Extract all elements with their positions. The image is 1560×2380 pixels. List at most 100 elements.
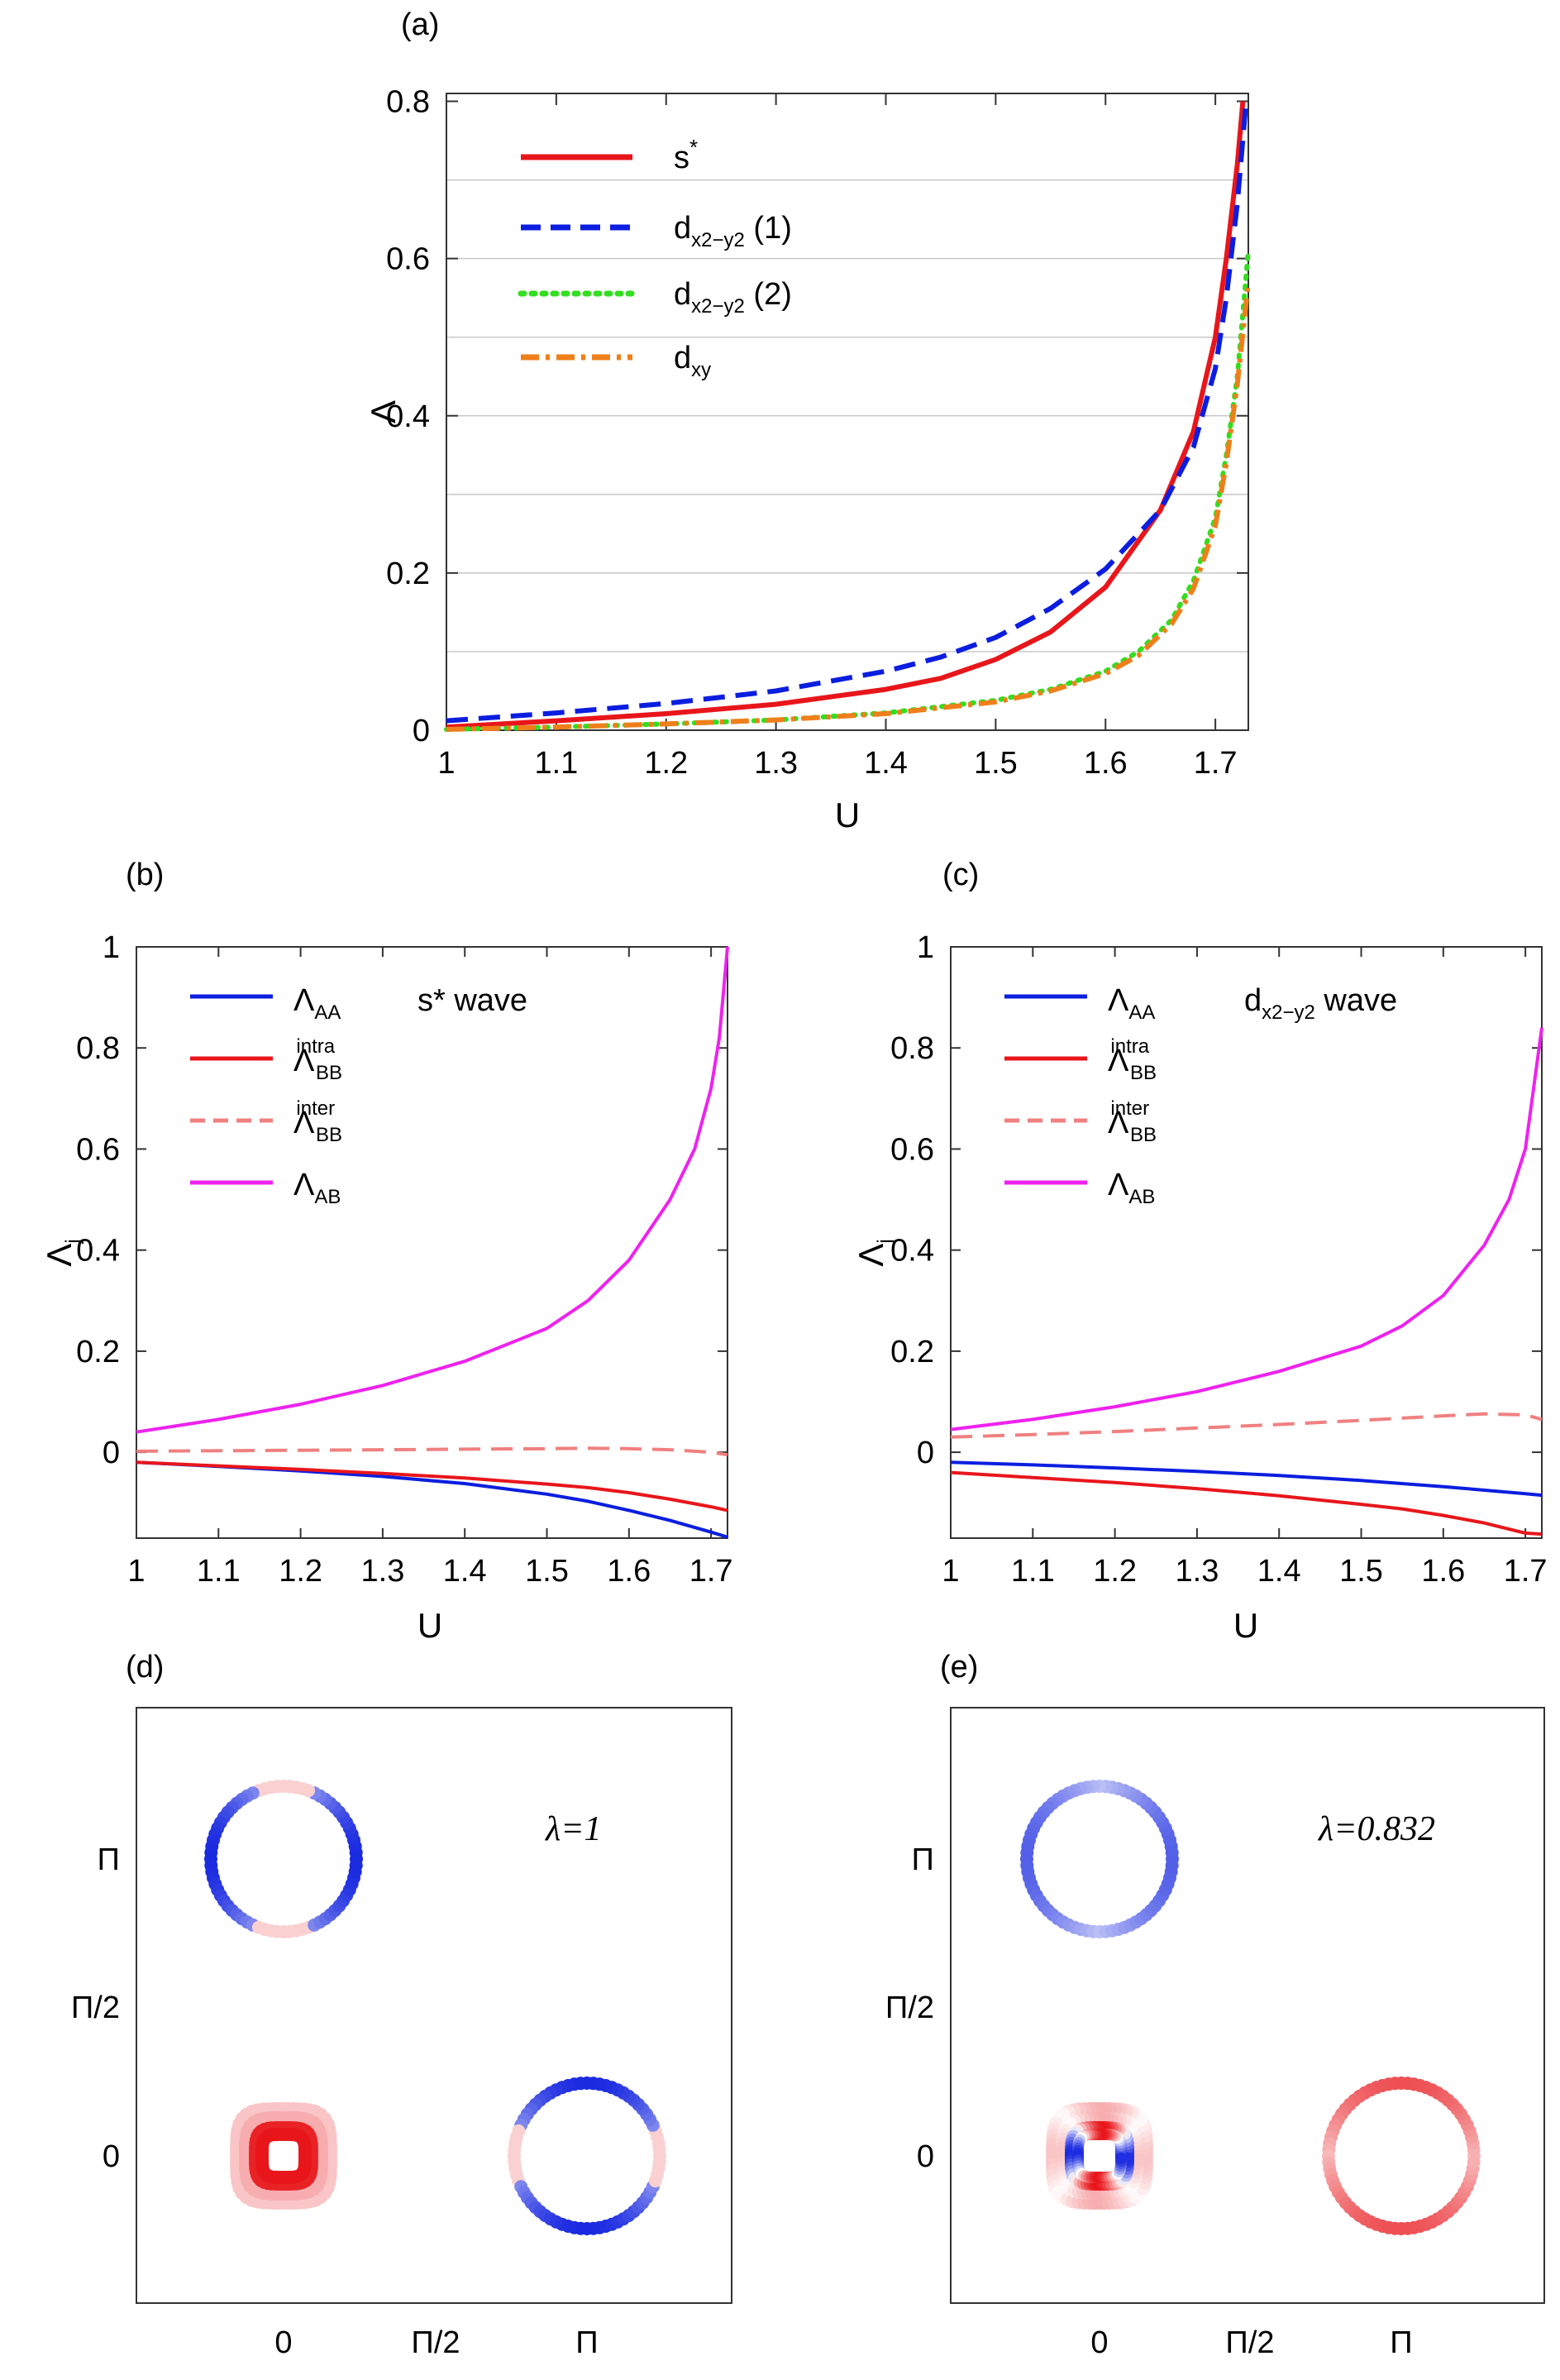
y-tick-label: Π — [912, 1842, 934, 1877]
legend-label-aa: ΛAA — [293, 983, 341, 1024]
series-line-c-0 — [950, 1460, 1543, 1498]
panel-a-grid — [446, 179, 1248, 652]
y-tick-label: Π — [98, 1842, 120, 1877]
panel-e-frame — [950, 1707, 1545, 2304]
legend-label-aa: ΛAA — [1108, 983, 1155, 1024]
x-tick-label: 1.6 — [1084, 746, 1128, 781]
x-tick-label: 1.6 — [1421, 1554, 1465, 1589]
x-tick-label: 1.5 — [974, 746, 1018, 781]
x-tick-label: 1 — [942, 1554, 959, 1589]
x-tick-label: 1 — [437, 746, 455, 781]
panel-b-lines — [136, 946, 729, 1539]
panel-c-frame — [950, 946, 1543, 1539]
y-tick-label: 0.8 — [386, 85, 430, 120]
y-tick-label: Π/2 — [71, 1991, 120, 2025]
panel-b-frame — [136, 946, 728, 1539]
x-tick-label: 1.4 — [864, 746, 908, 781]
x-tick-label: 1.6 — [607, 1554, 651, 1589]
series-line-a-0 — [446, 101, 1246, 730]
panel-e: (e) 0 Π/2 Π 0 Π/2 Π λ=0.832 — [885, 1650, 1545, 2360]
legend-sub-bb-intra: BB — [1130, 1062, 1157, 1084]
y-tick-label: 0 — [917, 2139, 934, 2174]
legend-label-bb-intra: Λintra — [293, 1035, 336, 1078]
legend-label-bb-intra: Λintra — [1108, 1035, 1150, 1078]
legend-label-bb-inter: Λinter — [293, 1097, 335, 1140]
y-tick-label: 0.2 — [890, 1335, 934, 1369]
x-tick-label: 1.2 — [1093, 1554, 1137, 1589]
panel-d-label: (d) — [126, 1650, 164, 1685]
fermi-point — [349, 1858, 363, 1872]
y-tick-label: 0.4 — [890, 1234, 934, 1269]
panel-d-annotation: λ=1 — [544, 1810, 602, 1848]
x-tick-label: 1.3 — [361, 1554, 405, 1589]
panel-c-lines — [950, 1027, 1543, 1536]
x-tick-label: Π/2 — [1225, 2325, 1274, 2360]
legend-label-dx2y2-1: dx2−y2 (1) — [674, 211, 792, 251]
y-tick-label: 0 — [103, 1436, 120, 1470]
y-tick-label: 0 — [103, 2139, 120, 2174]
y-tick-label: 0.6 — [76, 1132, 120, 1167]
fermi-point — [298, 2151, 312, 2165]
panel-e-annotation: λ=0.832 — [1317, 1810, 1435, 1848]
legend-label-ab: ΛAB — [1108, 1168, 1155, 1208]
panel-b-label: (b) — [126, 858, 164, 892]
x-tick-label: 1.7 — [689, 1554, 733, 1589]
y-tick-label: 1 — [917, 930, 934, 965]
y-tick-label: 0.6 — [386, 242, 430, 277]
series-line-c-3 — [950, 1027, 1543, 1431]
legend-sub-bb-inter: BB — [316, 1124, 342, 1146]
legend-sub-bb-intra: BB — [316, 1062, 342, 1084]
panel-a: (a) 1 1.1 1.2 1.3 1.4 1.5 1.6 1.700.20.40.60.8 … — [364, 7, 1251, 834]
panel-b: (b) 1 1.1 1.2 1.3 1.4 1.5 1.6 1.700.20.40.60.81… — [40, 858, 733, 1645]
x-tick-label: 1.3 — [754, 746, 798, 781]
series-line-b-3 — [136, 946, 729, 1434]
panel-a-label: (a) — [401, 7, 439, 42]
x-tick-label: 1.7 — [1194, 746, 1238, 781]
series-line-c-1 — [950, 1470, 1543, 1536]
panel-d-ticks: 0 Π/2 Π 0 Π/2 Π — [71, 1842, 599, 2360]
panel-c-xlabel: U — [1233, 1606, 1258, 1645]
panel-e-rings — [1020, 1780, 1481, 2235]
y-tick-label: 0 — [413, 714, 430, 748]
panel-b-xlabel: U — [417, 1606, 442, 1645]
y-tick-label: Π/2 — [885, 1991, 934, 2025]
x-tick-label: 1.2 — [644, 746, 688, 781]
panel-d-frame — [136, 1707, 732, 2304]
x-tick-label: 1.1 — [534, 746, 578, 781]
panel-a-ylabel: Λ — [364, 400, 403, 423]
legend-label-bb-inter: Λinter — [1108, 1097, 1149, 1140]
x-tick-label: 1.1 — [197, 1554, 241, 1589]
panel-d-rings — [204, 1780, 666, 2235]
fermi-point — [1115, 2152, 1127, 2164]
series-line-b-1 — [136, 1460, 728, 1513]
x-tick-label: Π/2 — [411, 2325, 460, 2360]
panel-d: (d) 0 Π/2 Π 0 Π/2 Π λ=1 — [71, 1650, 732, 2360]
panel-c-annotation: dx2−y2 wave — [1244, 983, 1397, 1024]
y-tick-label: 0.4 — [386, 399, 430, 434]
panel-c-legend: ΛAA Λintra BB Λinter BB ΛAB — [1004, 983, 1157, 1208]
fermi-point — [1165, 1858, 1179, 1872]
series-line-c-2 — [950, 1412, 1543, 1439]
y-tick-label: 0.4 — [76, 1234, 120, 1269]
x-tick-label: Π — [575, 2325, 598, 2360]
y-tick-label: 0.6 — [890, 1132, 934, 1167]
series-line-a-1 — [446, 101, 1249, 724]
x-tick-label: 1.5 — [525, 1554, 569, 1589]
y-tick-label: 0.2 — [76, 1335, 120, 1369]
y-tick-label: 0.8 — [890, 1031, 934, 1066]
panel-b-annotation: s* wave — [417, 983, 527, 1018]
x-tick-label: 1.4 — [443, 1554, 487, 1589]
fermi-point — [652, 2155, 666, 2169]
panel-a-frame — [446, 93, 1249, 731]
legend-label-s-star: s* — [674, 135, 698, 175]
panel-b-ylabel: Λj — [40, 1239, 84, 1266]
x-tick-label: 1.5 — [1339, 1554, 1383, 1589]
x-tick-label: 0 — [1090, 2325, 1108, 2360]
y-tick-label: 0 — [917, 1436, 934, 1470]
panel-a-legend: s* dx2−y2 (1) dx2−y2 (2) dxy — [518, 135, 792, 381]
x-tick-label: 1.4 — [1257, 1554, 1301, 1589]
fermi-point — [1467, 2155, 1481, 2169]
legend-sub-bb-inter: BB — [1130, 1124, 1157, 1146]
y-tick-label: 1 — [103, 930, 120, 965]
